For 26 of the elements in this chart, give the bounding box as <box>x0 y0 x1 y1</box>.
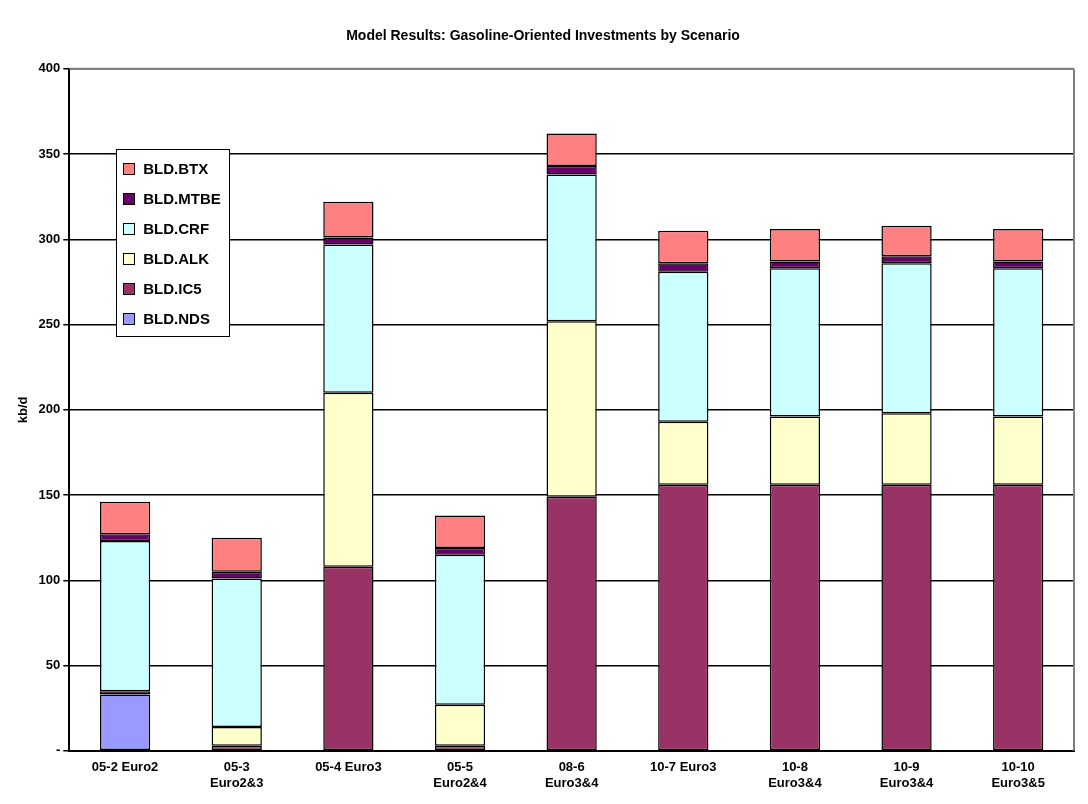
x-tick-label: 08-6 Euro3&4 <box>544 759 600 790</box>
legend-label: BLD.NDS <box>143 310 210 328</box>
legend-label: BLD.CRF <box>143 220 210 238</box>
y-tick-label: 250 <box>38 316 61 332</box>
y-tick-label: 50 <box>45 657 61 673</box>
y-tick-label: - <box>55 742 61 758</box>
legend-label: BLD.BTX <box>143 160 209 178</box>
x-tick-label: 05-5 Euro2&4 <box>433 759 488 790</box>
x-tick-label: 10-9 Euro3&4 <box>879 759 935 790</box>
x-tick-label: 05-3 Euro2&3 <box>210 759 264 790</box>
x-tick-label: 10-10 Euro3&5 <box>991 759 1045 790</box>
y-tick-label: 350 <box>38 145 61 161</box>
x-tick-label: 10-7 Euro3 <box>650 759 717 775</box>
legend-label: BLD.IC5 <box>143 280 202 298</box>
y-tick-label: 400 <box>38 60 61 76</box>
y-tick-label: 300 <box>38 230 61 246</box>
x-tick-label: 10-8 Euro3&4 <box>768 759 823 790</box>
y-axis-title: kb/d <box>15 396 31 424</box>
x-tick-label: 05-4 Euro3 <box>315 759 382 775</box>
y-tick-label: 200 <box>38 401 61 417</box>
x-tick-label: 05-2 Euro2 <box>91 759 159 775</box>
chart-title: Model Results: Gasoline-Oriented Investments by Scenario <box>346 27 740 44</box>
y-tick-label: 150 <box>38 486 61 502</box>
y-tick-label: 100 <box>38 571 61 587</box>
legend-label: BLD.MTBE <box>143 190 221 208</box>
legend-label: BLD.ALK <box>143 250 210 268</box>
